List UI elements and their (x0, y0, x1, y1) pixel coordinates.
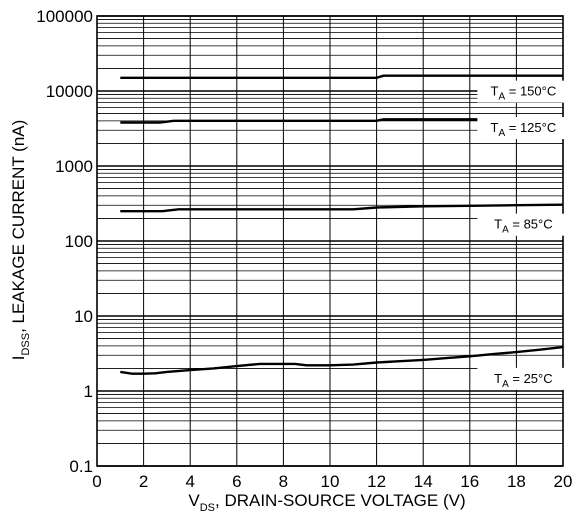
y-tick-label: 1 (84, 382, 93, 401)
y-tick-label: 100000 (36, 7, 93, 26)
y-tick-label: 1000 (55, 157, 93, 176)
series-line (120, 203, 564, 213)
x-tick-label: 0 (92, 472, 101, 491)
series-label-bg (477, 367, 570, 390)
series-label: TA = 85°C (494, 217, 553, 236)
series-label: TA = 25°C (494, 371, 553, 390)
series-label-bg (477, 213, 570, 236)
y-tick-label: 10000 (46, 82, 93, 101)
series-line (120, 118, 563, 124)
x-tick-label: 6 (232, 472, 241, 491)
series-label-bg (477, 117, 570, 140)
x-axis-title: VDS, DRAIN-SOURCE VOLTAGE (V) (188, 491, 465, 514)
x-tick-label: 20 (554, 472, 573, 491)
y-tick-label: 100 (65, 232, 93, 251)
chart-series (120, 74, 564, 375)
series-label: TA = 150°C (491, 84, 557, 103)
x-axis-ticks: 0 2 4 6 8 10 12 14 16 18 20 (92, 472, 572, 491)
y-tick-label: 10 (74, 307, 93, 326)
x-tick-label: 10 (321, 472, 340, 491)
series-line (120, 345, 564, 375)
x-tick-label: 4 (185, 472, 194, 491)
x-tick-label: 16 (460, 472, 479, 491)
series-label-bg (477, 80, 570, 103)
series-line (120, 74, 563, 80)
y-axis-ticks: 0.1 1 10 100 1000 10000 100000 (36, 7, 93, 476)
y-axis-title: IDSS, LEAKAGE CURRENT (nA) (9, 120, 32, 361)
chart-grid (96, 15, 564, 467)
plot-frame (96, 15, 564, 467)
x-tick-label: 2 (139, 472, 148, 491)
x-tick-label: 18 (507, 472, 526, 491)
x-tick-label: 14 (414, 472, 433, 491)
x-tick-label: 12 (367, 472, 386, 491)
y-tick-label: 0.1 (69, 457, 93, 476)
x-tick-label: 8 (279, 472, 288, 491)
series-label: TA = 125°C (491, 120, 557, 139)
series-labels: TA = 150°C TA = 125°C TA = 85°C TA = 25°C (477, 80, 570, 390)
